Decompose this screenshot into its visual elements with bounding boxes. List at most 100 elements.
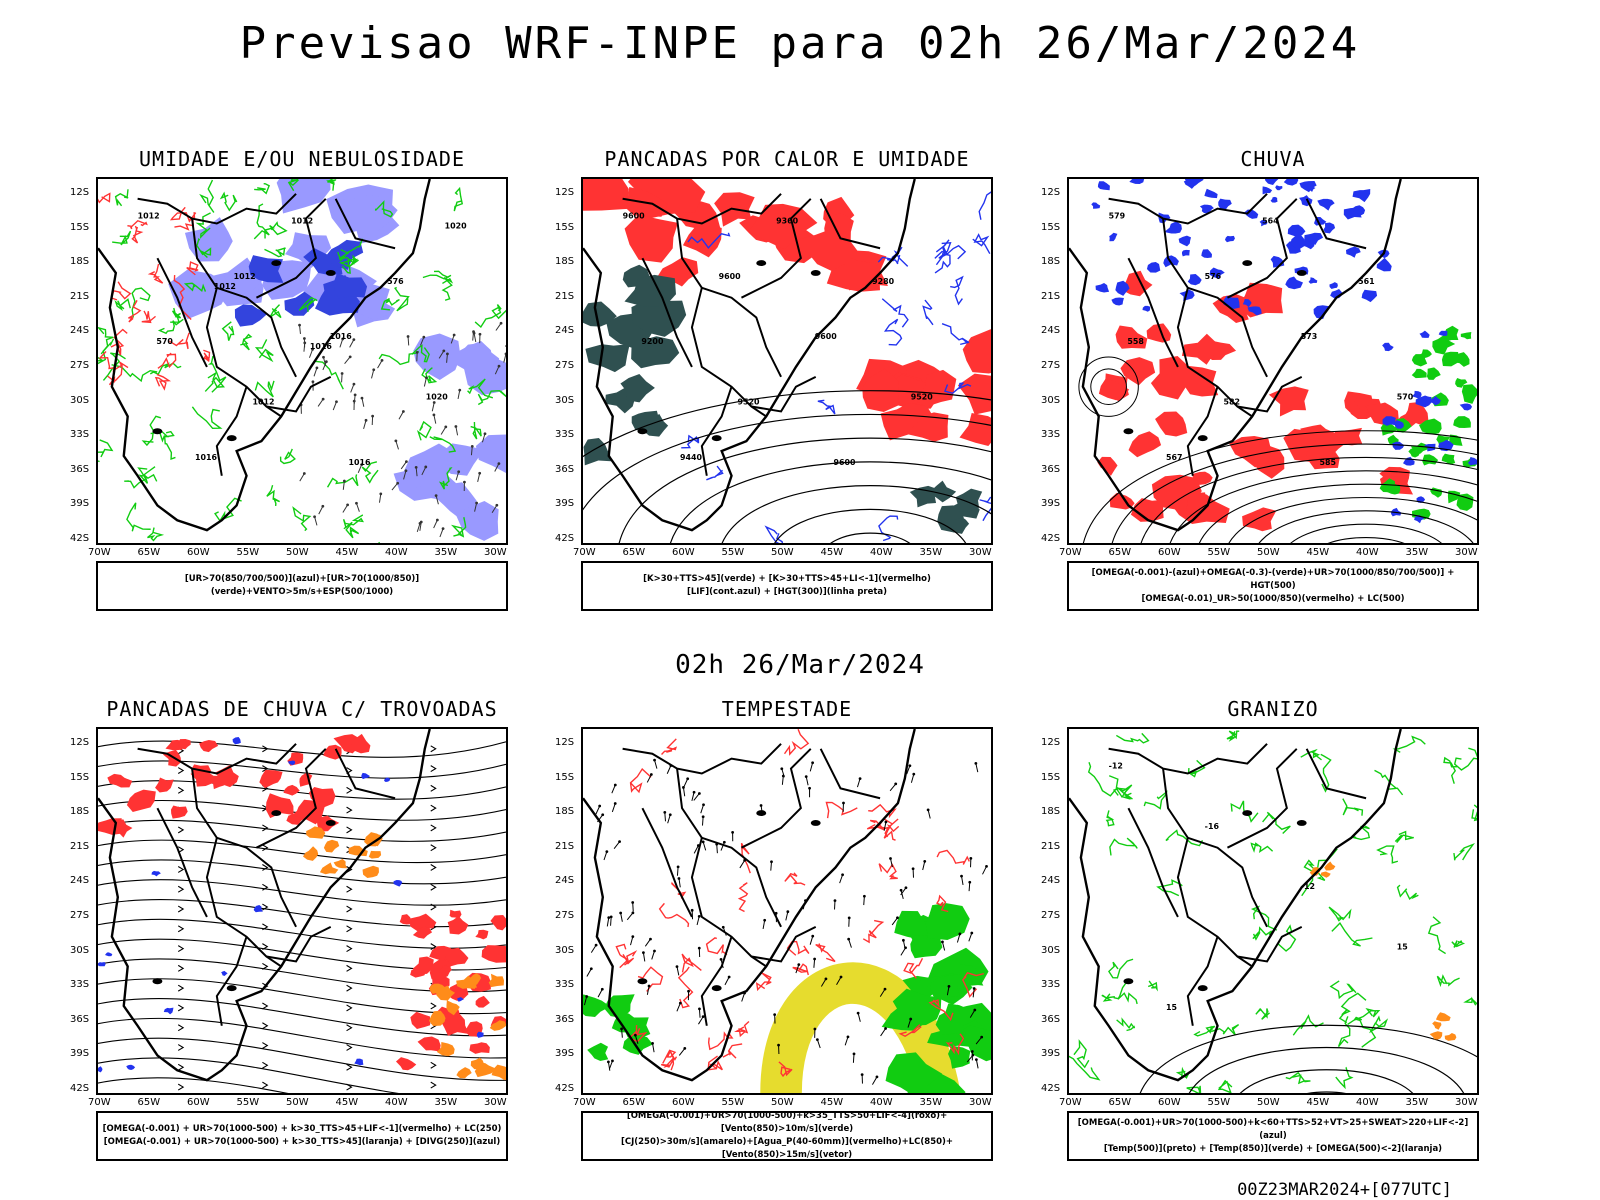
divergence-area	[361, 772, 371, 780]
wind-vector	[494, 365, 500, 375]
temp850-contour	[1226, 730, 1240, 742]
latitude-label: 36S	[70, 463, 90, 475]
longitude-label: 70W	[573, 1097, 596, 1108]
thunder-area	[412, 926, 433, 939]
wind-vector	[607, 1061, 611, 1071]
wind-vector	[836, 976, 842, 985]
humidity-lower-contour	[254, 339, 274, 363]
humidity-lower-contour	[326, 474, 359, 488]
lake-marker	[1242, 260, 1253, 267]
rain-omega-blue	[1329, 282, 1338, 289]
thunder-area	[445, 947, 469, 967]
wind-vector	[350, 383, 355, 393]
wind-arrow-head	[960, 874, 963, 878]
country-border	[819, 748, 881, 800]
streamline-arrow	[177, 945, 185, 953]
country-border	[137, 743, 297, 775]
latitude-label: 30S	[1041, 944, 1061, 956]
thunder-orange-area	[302, 846, 319, 861]
latitude-label: 15S	[1041, 221, 1061, 233]
wind-vector	[491, 504, 498, 514]
streamline-arrow	[262, 765, 269, 772]
precip-water-contour	[862, 919, 885, 944]
wind-arrow-head	[856, 1011, 860, 1015]
wind-vector	[632, 902, 634, 912]
rain-omega-blue	[1262, 186, 1273, 195]
streamline-arrow	[346, 1044, 353, 1051]
wind-vector	[927, 809, 931, 819]
forecast-map-2: 9600 9600 9600 9520 9440 9360 9280 9200 9520 9600	[581, 177, 993, 545]
instability-area	[955, 488, 983, 512]
contour-value-label: 1012	[252, 398, 274, 407]
temp850-contour	[1369, 1015, 1389, 1034]
temp850-contour	[1300, 748, 1322, 761]
longitude-label: 65W	[1108, 1097, 1132, 1108]
humidity-upper-core	[284, 291, 315, 316]
wind-850-area	[587, 1042, 609, 1062]
wind-vector	[961, 876, 964, 886]
divergence-area	[151, 870, 161, 877]
wind-arrow-head	[475, 501, 478, 505]
latitude-label: 33S	[1041, 979, 1061, 991]
thunder-area	[412, 956, 434, 975]
lake-marker	[325, 820, 336, 826]
country-border	[334, 198, 396, 250]
wind-arrow-head	[620, 1027, 623, 1031]
thunder-area	[395, 1057, 417, 1071]
wind-arrow-head	[841, 873, 844, 877]
hgt500-contour	[1083, 430, 1477, 543]
wind-arrow-head	[896, 916, 899, 920]
lake-marker	[756, 260, 767, 267]
rain-omega-blue	[1345, 246, 1361, 258]
wind-arrow-head	[432, 413, 436, 417]
temp850-contour	[1329, 980, 1357, 1000]
wind-arrow-head	[653, 758, 656, 762]
humidity-lower-contour	[441, 277, 454, 301]
thunder-area	[399, 914, 412, 925]
latitude-label: 21S	[1041, 840, 1061, 852]
wind-vector	[968, 932, 973, 942]
wind-vector	[455, 426, 459, 436]
wind-arrow-head	[341, 337, 345, 341]
precip-water-contour	[783, 729, 810, 756]
streamline-arrow	[177, 1063, 185, 1071]
wind-arrow-head	[324, 360, 328, 364]
streamline-250	[98, 1057, 399, 1093]
wind-arrow-head	[974, 1058, 978, 1061]
country-border	[137, 193, 297, 225]
wind-vector	[880, 1028, 886, 1037]
wind-vector	[314, 516, 318, 526]
wind-arrow-head	[697, 946, 701, 950]
humidity-lower-contour	[313, 358, 344, 390]
humidity-lower-contour	[264, 247, 286, 258]
wind-vector	[611, 784, 616, 794]
rain-omega-green	[1411, 353, 1428, 367]
wind-vector	[857, 1012, 861, 1022]
wind-arrow-head	[759, 804, 763, 807]
wind-vector	[856, 778, 861, 788]
wind-arrow-head	[594, 943, 598, 947]
lif-contour	[764, 525, 784, 543]
contour-value-label: 9520	[911, 393, 934, 402]
run-timestamp: 00Z23MAR2024+[077UTC]	[1237, 1180, 1452, 1200]
rain-omega-blue	[1438, 330, 1448, 336]
streamline-arrow	[177, 885, 185, 893]
precip-water-contour	[615, 943, 638, 962]
temp850-contour	[1376, 845, 1399, 864]
humidity-lower-contour	[292, 506, 312, 532]
longitude-label: 40W	[385, 547, 408, 558]
wind-arrow-head	[889, 857, 892, 860]
instability-area	[631, 336, 680, 369]
contour-value-label: 9360	[776, 217, 799, 226]
streamline-arrow	[346, 925, 353, 933]
longitude-label: 60W	[672, 1097, 695, 1108]
forecast-map-6: -12 -16 -12 15 15	[1067, 727, 1479, 1095]
wind-arrow-head	[463, 480, 466, 484]
wind-vector	[472, 331, 475, 341]
longitude-label: 45W	[1306, 547, 1330, 558]
wind-arrow-head	[773, 1013, 777, 1017]
country-border	[215, 936, 248, 1026]
thunder-area	[410, 913, 437, 932]
wind-arrow-head	[883, 987, 887, 991]
wind-vector	[972, 988, 975, 998]
